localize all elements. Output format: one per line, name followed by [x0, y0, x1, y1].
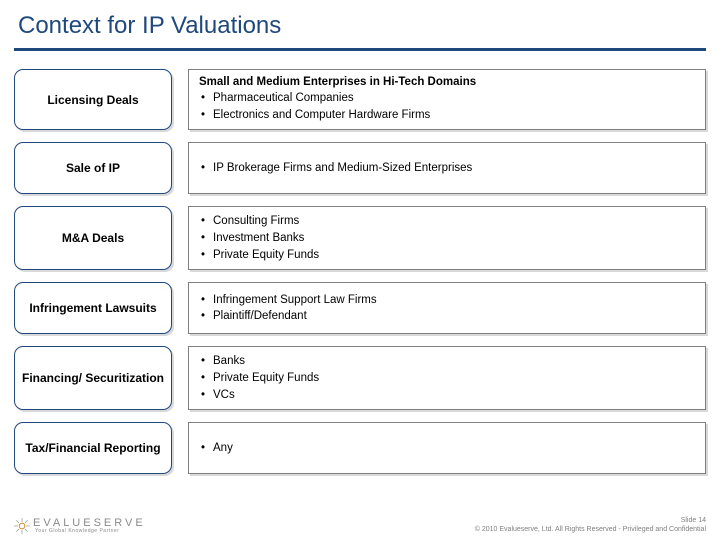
row-label: Financing/ Securitization — [14, 346, 172, 410]
list-item: Plaintiff/Defendant — [201, 308, 695, 325]
list-item: VCs — [201, 387, 695, 404]
logo-subtitle: Your Global Knowledge Partner — [35, 528, 146, 534]
bullet-list: BanksPrivate Equity FundsVCs — [199, 353, 695, 403]
table-row: Tax/Financial Reporting Any — [14, 422, 706, 474]
table-row: Financing/ Securitization BanksPrivate Eq… — [14, 346, 706, 410]
row-content: IP Brokerage Firms and Medium-Sized Ente… — [188, 142, 706, 194]
title-underline — [14, 48, 706, 51]
list-item: Any — [201, 440, 695, 457]
rows-container: Licensing Deals Small and Medium Enterpri… — [0, 69, 720, 474]
table-row: Sale of IP IP Brokerage Firms and Medium-… — [14, 142, 706, 194]
row-content: Infringement Support Law FirmsPlaintiff/… — [188, 282, 706, 334]
row-label: M&A Deals — [14, 206, 172, 270]
list-item: Investment Banks — [201, 230, 695, 247]
row-content: Consulting FirmsInvestment BanksPrivate … — [188, 206, 706, 270]
list-item: Banks — [201, 353, 695, 370]
copyright: © 2010 Evalueserve, Ltd. All Rights Rese… — [475, 525, 706, 534]
bullet-list: Infringement Support Law FirmsPlaintiff/… — [199, 292, 695, 325]
slide-number: Slide 14 — [475, 516, 706, 525]
list-item: Private Equity Funds — [201, 247, 695, 264]
logo: EVALUESERVE Your Global Knowledge Partne… — [14, 517, 146, 534]
list-item: Electronics and Computer Hardware Firms — [201, 107, 695, 124]
list-item: Private Equity Funds — [201, 370, 695, 387]
list-item: Pharmaceutical Companies — [201, 90, 695, 107]
row-label: Licensing Deals — [14, 69, 172, 130]
table-row: Licensing Deals Small and Medium Enterpri… — [14, 69, 706, 130]
bullet-list: IP Brokerage Firms and Medium-Sized Ente… — [199, 160, 695, 177]
row-content: BanksPrivate Equity FundsVCs — [188, 346, 706, 410]
list-item: Consulting Firms — [201, 213, 695, 230]
row-content: Any — [188, 422, 706, 474]
logo-icon — [14, 518, 30, 534]
table-row: M&A Deals Consulting FirmsInvestment Bank… — [14, 206, 706, 270]
table-row: Infringement Lawsuits Infringement Suppor… — [14, 282, 706, 334]
row-content: Small and Medium Enterprises in Hi-Tech … — [188, 69, 706, 130]
list-item: IP Brokerage Firms and Medium-Sized Ente… — [201, 160, 695, 177]
footer: EVALUESERVE Your Global Knowledge Partne… — [14, 516, 706, 534]
page-title: Context for IP Valuations — [0, 0, 720, 48]
row-label: Tax/Financial Reporting — [14, 422, 172, 474]
row-label: Infringement Lawsuits — [14, 282, 172, 334]
list-item: Infringement Support Law Firms — [201, 292, 695, 309]
bullet-list: Consulting FirmsInvestment BanksPrivate … — [199, 213, 695, 263]
row-heading: Small and Medium Enterprises in Hi-Tech … — [199, 76, 695, 88]
bullet-list: Any — [199, 440, 695, 457]
footer-right: Slide 14 © 2010 Evalueserve, Ltd. All Ri… — [475, 516, 706, 534]
row-label: Sale of IP — [14, 142, 172, 194]
bullet-list: Pharmaceutical CompaniesElectronics and … — [199, 90, 695, 123]
